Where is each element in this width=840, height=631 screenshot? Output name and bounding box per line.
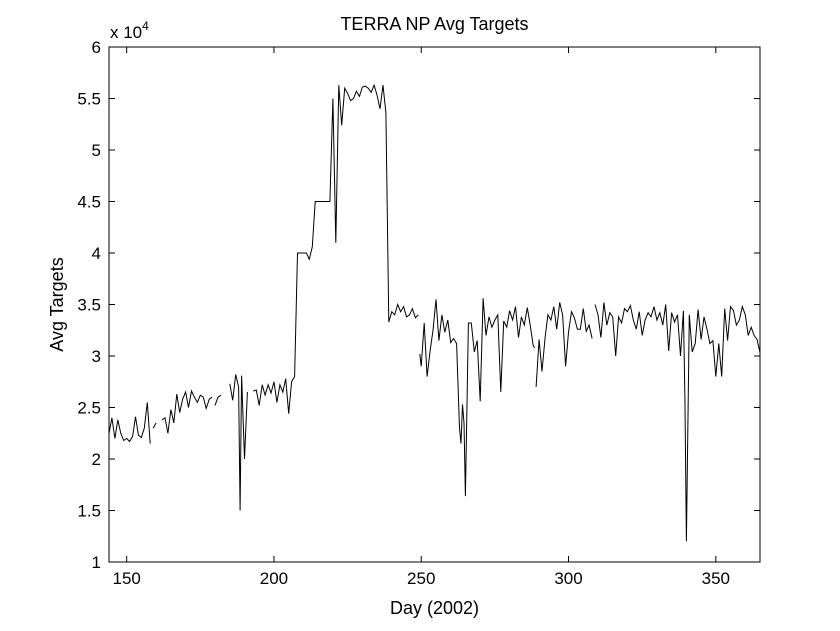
series-line-segment: [214, 394, 222, 406]
x-tick-label: 300: [554, 569, 582, 588]
y-axis-multiplier: x 104: [110, 19, 149, 42]
y-tick-label: 1.5: [77, 502, 101, 521]
y-axis-label: Avg Targets: [47, 257, 67, 351]
y-axis-multiplier-exponent: 4: [142, 19, 149, 33]
y-tick-label: 3.5: [77, 296, 101, 315]
series-line-segment: [161, 389, 213, 434]
series-avg-targets: [108, 83, 761, 542]
x-tick-label: 150: [112, 569, 140, 588]
series-line-segment: [594, 302, 761, 542]
x-tick-label: 200: [260, 569, 288, 588]
y-tick-label: 5: [92, 141, 101, 160]
x-axis-ticks: 150 200 250 300 350: [112, 47, 730, 588]
y-tick-label: 1: [92, 553, 101, 572]
y-tick-label: 4.5: [77, 193, 101, 212]
y-tick-label: 2: [92, 450, 101, 469]
y-tick-label: 2.5: [77, 399, 101, 418]
x-tick-label: 350: [702, 569, 730, 588]
y-tick-label: 4: [92, 244, 101, 263]
series-line-segment: [152, 422, 157, 429]
series-line-segment: [253, 83, 419, 414]
y-tick-label: 6: [92, 38, 101, 57]
y-axis-multiplier-base: x 10: [110, 23, 142, 42]
y-tick-label: 5.5: [77, 90, 101, 109]
plot-area: [108, 46, 761, 563]
x-tick-label: 250: [407, 569, 435, 588]
x-axis-label: Day (2002): [390, 598, 479, 618]
series-line-segment: [419, 298, 536, 497]
chart-title: TERRA NP Avg Targets: [340, 14, 528, 34]
series-line-segment: [535, 302, 593, 387]
series-line-segment: [229, 374, 248, 511]
series-line-segment: [108, 402, 151, 444]
y-axis-ticks: 1 1.5 2 2.5 3 3.5 4 4.5 5 5.5 6: [77, 38, 760, 572]
y-tick-label: 3: [92, 347, 101, 366]
